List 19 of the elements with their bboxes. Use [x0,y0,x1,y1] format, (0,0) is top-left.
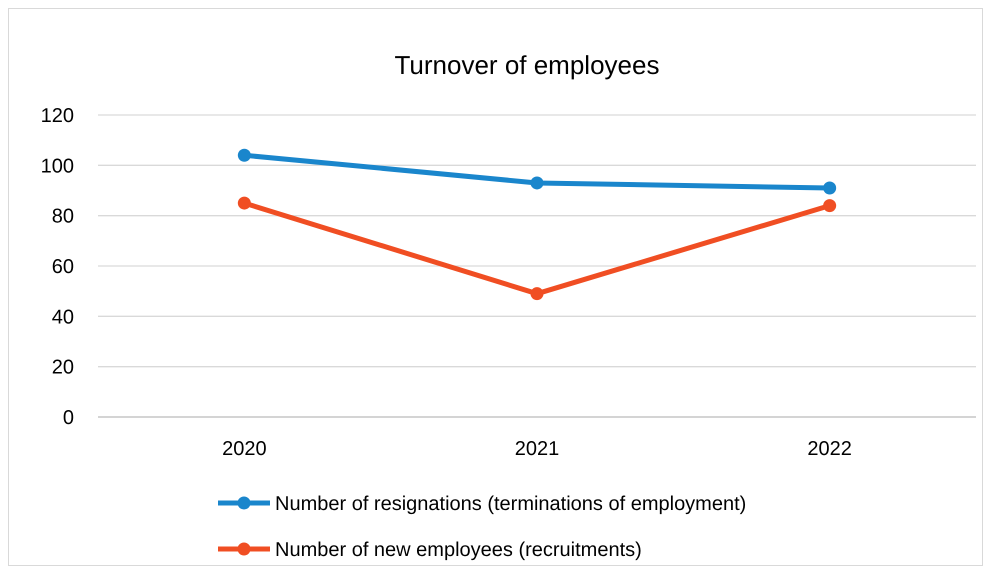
point [238,196,251,210]
y-tick-label: 120 [40,105,74,127]
legend-label: Number of new employees (recruitments) [275,539,642,561]
y-tick-label: 60 [52,256,74,278]
y-tick-label: 40 [52,306,74,328]
point [823,181,836,194]
y-tick-label: 20 [52,356,74,379]
point [238,148,251,162]
y-tick-label: 80 [52,206,74,228]
point [823,199,836,212]
x-tick-label: 2020 [222,438,267,460]
y-tick-label: 0 [62,407,74,429]
y-tick-label: 100 [40,155,74,178]
point [530,176,544,190]
chart-title: Turnover of employees [394,50,660,80]
legend-label: Number of resignations (terminations of employment) [275,493,746,515]
x-tick-label: 2022 [807,438,852,460]
point [530,287,544,300]
x-tick-label: 2021 [514,438,560,460]
